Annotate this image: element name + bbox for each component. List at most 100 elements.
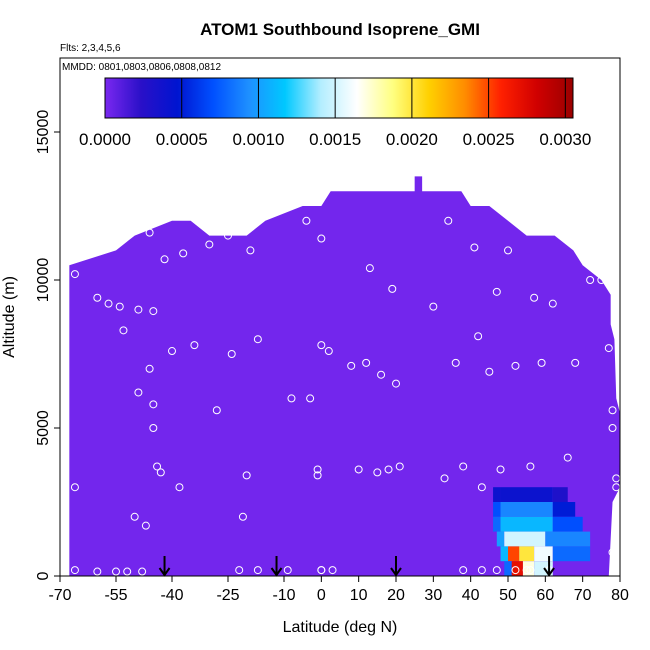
heatmap-cell: [508, 546, 520, 562]
observation-point: [115, 302, 124, 311]
colorbar-tick-label: 0.0025: [463, 130, 515, 149]
heatmap-cell: [500, 546, 508, 562]
observation-point: [149, 400, 158, 409]
observation-point: [608, 548, 617, 557]
flight-arrow: [543, 556, 555, 577]
observation-point: [597, 276, 606, 284]
observation-point: [492, 566, 501, 575]
observation-point: [395, 462, 404, 471]
flight-arrows-layer: [158, 556, 555, 577]
observation-point: [317, 234, 326, 243]
observation-point: [302, 216, 311, 225]
annotation-mmdd: MMDD: 0801,0803,0806,0808,0812: [62, 62, 221, 73]
observation-point: [93, 293, 102, 302]
observation-point: [608, 424, 617, 432]
observation-point: [526, 566, 535, 575]
observation-point: [384, 465, 393, 474]
observation-point: [474, 332, 483, 341]
observation-point: [604, 344, 613, 353]
x-tick-label: -55: [104, 587, 127, 604]
observation-point: [440, 474, 449, 483]
colorbar-tick-label: 0.0015: [309, 130, 361, 149]
flight-arrow: [158, 556, 171, 577]
observation-point: [470, 243, 479, 252]
colorbar-tick-label: 0.0000: [79, 130, 131, 149]
colorbar-tick-label: 0.0020: [386, 130, 438, 149]
observation-point: [253, 335, 262, 344]
observation-point: [175, 483, 184, 492]
observation-point: [459, 566, 468, 575]
observation-point: [119, 326, 128, 335]
y-tick-label: 0: [35, 571, 52, 580]
observation-point: [586, 276, 595, 284]
observation-point: [504, 246, 512, 255]
heatmap-cell: [500, 487, 553, 502]
x-tick-label: 60: [536, 587, 554, 604]
observation-point: [153, 462, 162, 471]
observation-point: [365, 264, 374, 273]
colorbar-tick-label: 0.0010: [232, 130, 284, 149]
heatmap-cell: [504, 531, 546, 547]
plot-border: [59, 57, 621, 577]
heatmap-cell: [511, 561, 523, 576]
observation-point: [324, 347, 333, 356]
x-tick-label: 30: [424, 587, 442, 604]
x-tick-label: 80: [611, 587, 629, 604]
x-tick-label: -40: [160, 587, 183, 604]
observation-point: [70, 566, 79, 575]
heatmap-cell: [522, 561, 535, 576]
observation-point: [287, 394, 296, 403]
colorbar-scale: [104, 77, 574, 119]
observation-point: [548, 299, 557, 308]
observation-point: [205, 240, 214, 249]
y-tick-label: 10000: [35, 258, 52, 303]
observation-point: [317, 566, 326, 575]
observation-point: [138, 567, 147, 576]
observation-point: [496, 465, 505, 474]
observation-point: [485, 367, 494, 376]
observation-point: [224, 231, 232, 240]
observation-point: [70, 483, 79, 492]
observation-point: [608, 406, 617, 415]
observation-point: [160, 255, 169, 264]
observation-point: [511, 361, 520, 370]
heatmap-cell: [552, 502, 576, 517]
heatmap-cell: [545, 531, 591, 547]
observation-point: [459, 462, 468, 471]
y-tick-label: 5000: [35, 410, 52, 446]
colorbar: 0.0000 0.0005 0.0010 0.0015 0.0020 0.0025 0.00…: [79, 77, 591, 149]
y-axis: 0 5000 10000 15000: [35, 110, 60, 580]
x-tick-label: 40: [462, 587, 480, 604]
y-axis-label: Altitude (m): [1, 276, 18, 358]
observation-point: [179, 249, 188, 258]
observation-point: [354, 465, 363, 474]
heatmap-cell: [552, 487, 568, 502]
observation-point: [526, 462, 535, 471]
observation-point: [227, 350, 236, 358]
observation-point: [492, 287, 501, 296]
x-axis-label: Latitude (deg N): [283, 619, 398, 636]
observation-point: [522, 566, 531, 575]
observation-point: [444, 216, 453, 225]
flight-arrow: [390, 556, 402, 577]
observation-point: [283, 566, 292, 575]
observation-point: [347, 361, 356, 370]
observation-point: [451, 358, 460, 367]
observation-point: [134, 305, 143, 314]
observation-point: [477, 483, 486, 492]
observation-point: [306, 394, 315, 403]
observation-point: [317, 341, 326, 350]
heatmap-cell: [493, 516, 501, 532]
observation-point: [112, 567, 120, 576]
x-tick-label: -10: [272, 587, 295, 604]
observation-point: [238, 512, 247, 521]
x-tick-label: 70: [574, 587, 592, 604]
heatmap-cell: [504, 561, 512, 576]
observation-point: [362, 358, 371, 367]
observation-point: [123, 567, 132, 576]
observation-point: [149, 424, 158, 432]
observation-point: [313, 471, 322, 480]
heatmap-cell: [519, 546, 535, 562]
heatmap-cell: [496, 531, 505, 547]
